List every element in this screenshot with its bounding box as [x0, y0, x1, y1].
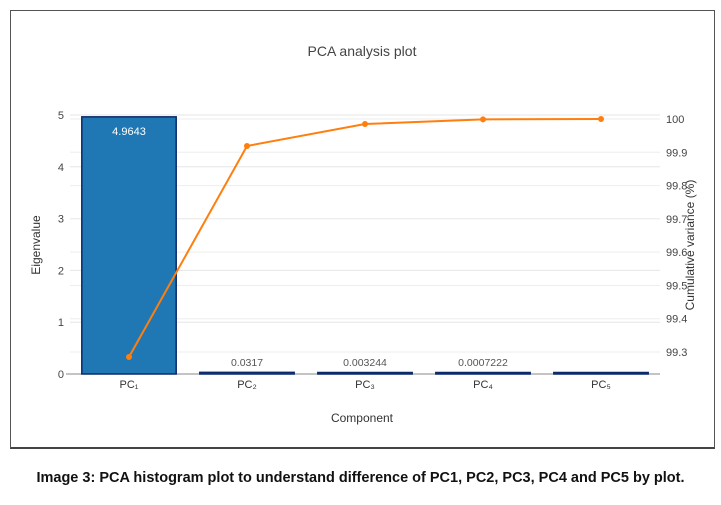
bar-2 [199, 371, 295, 375]
bar-1 [81, 116, 177, 375]
bar-4 [435, 371, 531, 375]
bar-value-label: 0.003244 [343, 357, 387, 369]
x-axis-label: Component [331, 411, 394, 425]
y2-tick-label: 99.6 [666, 247, 687, 259]
y2-tick-label: 99.7 [666, 214, 687, 226]
bar-value-label: 0.0317 [231, 357, 263, 369]
y-tick-label: 4 [58, 162, 64, 174]
y-tick-label: 2 [58, 265, 64, 277]
cumulative-line [128, 117, 602, 358]
cumulative-point [244, 142, 250, 149]
figure-caption: Image 3: PCA histogram plot to understan… [36, 470, 685, 486]
y-axis-label: Eigenvalue [29, 215, 43, 275]
y2-tick-label: 99.4 [666, 314, 687, 326]
x-tick-label: PC₃ [355, 379, 375, 391]
y2-axis-label: Cumulative variance (%) [683, 180, 697, 311]
cumulative-point [362, 120, 368, 127]
cumulative-point [480, 116, 486, 123]
y-tick-label: 3 [58, 214, 64, 226]
bar-3 [317, 371, 413, 375]
chart-title: PCA analysis plot [308, 43, 417, 59]
x-tick-label: PC₂ [237, 379, 257, 391]
y2-tick-label: 99.9 [666, 147, 687, 159]
x-tick-label: PC₄ [473, 379, 493, 391]
y2-tick-label: 99.8 [666, 181, 687, 193]
cumulative-point [126, 354, 132, 361]
bar-5 [553, 371, 649, 375]
pca-chart: PCA analysis plot 4.9643 0.0317 0.003244 0.… [29, 43, 697, 425]
y2-tick-label: 99.5 [666, 280, 687, 292]
y-tick-label: 5 [58, 110, 64, 122]
cumulative-point [598, 115, 604, 122]
y2-tick-label: 99.3 [666, 347, 687, 359]
x-tick-label: PC₅ [591, 379, 611, 391]
x-tick-label: PC₁ [120, 379, 139, 391]
bar-value-label: 4.9643 [112, 126, 146, 138]
bar-value-label: 0.0007222 [458, 357, 508, 369]
y-tick-label: 1 [58, 317, 64, 329]
y2-tick-label: 100 [666, 114, 684, 126]
y-tick-label: 0 [58, 369, 64, 381]
